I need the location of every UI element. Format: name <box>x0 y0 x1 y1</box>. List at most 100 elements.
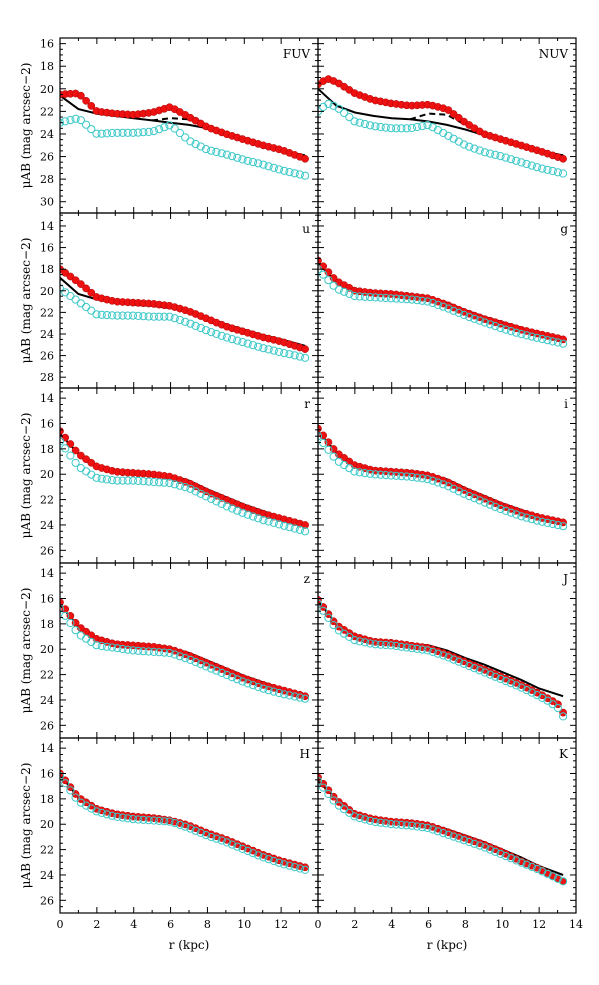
cyan-open-point <box>496 504 505 514</box>
cyan-open-point <box>160 478 169 487</box>
cyan-open-point <box>506 155 516 164</box>
cyan-open-point <box>381 640 390 650</box>
cyan-open-point <box>496 323 505 333</box>
cyan-open-point <box>108 476 117 485</box>
cyan-open-point <box>496 152 505 161</box>
cyan-open-point <box>543 518 552 528</box>
cyan-open-point <box>517 330 526 339</box>
cyan-open-point <box>128 128 138 137</box>
x-tick-label: 4 <box>130 918 137 931</box>
cyan-open-point <box>243 156 252 165</box>
cyan-open-point <box>324 789 333 799</box>
cyan-open-point <box>324 613 333 623</box>
cyan-open-point <box>355 813 364 823</box>
cyan-open-point <box>207 494 216 503</box>
cyan-open-point <box>144 816 153 825</box>
y-tick-label: 16 <box>40 242 54 255</box>
cyan-open-point <box>238 155 247 164</box>
cyan-open-point <box>295 170 304 179</box>
y-tick-label: 14 <box>40 392 54 405</box>
cyan-open-point <box>501 325 510 334</box>
cyan-open-point <box>475 316 484 325</box>
x-tick-label: 8 <box>462 918 469 931</box>
x-axis-title: r (kpc) <box>427 938 468 952</box>
cyan-open-point <box>548 166 557 176</box>
cyan-open-point <box>181 654 190 663</box>
y-tick-label: 24 <box>40 128 54 141</box>
cyan-open-point <box>407 295 416 304</box>
plot-area <box>60 598 310 703</box>
cyan-open-point <box>87 637 96 647</box>
cyan-open-point <box>108 128 117 138</box>
cyan-open-point <box>470 839 479 848</box>
cyan-open-point <box>61 611 70 620</box>
cyan-open-point <box>274 520 284 529</box>
cyan-open-point <box>413 473 422 482</box>
cyan-open-point <box>248 849 258 858</box>
cyan-open-point <box>295 864 304 873</box>
cyan-open-point <box>264 517 273 526</box>
cyan-open-point <box>259 853 268 862</box>
cyan-open-point <box>360 638 369 647</box>
cyan-open-point <box>423 823 432 833</box>
cyan-open-point <box>175 315 184 325</box>
cyan-open-point <box>113 476 122 485</box>
cyan-open-point <box>454 487 463 496</box>
cyan-open-point <box>449 306 458 315</box>
cyan-open-point <box>108 311 117 320</box>
panel-g: g <box>317 212 577 389</box>
cyan-open-point <box>191 321 200 330</box>
cyan-open-point <box>506 679 516 688</box>
cyan-open-point <box>228 504 237 513</box>
cyan-open-point <box>269 346 278 355</box>
panel-J: J <box>317 562 577 739</box>
cyan-open-point <box>517 858 526 867</box>
cyan-open-point <box>538 164 547 173</box>
cyan-open-point <box>501 506 510 515</box>
cyan-open-point <box>449 484 458 493</box>
x-tick-label: 14 <box>569 918 583 931</box>
cyan-open-point <box>366 121 375 130</box>
cyan-open-point <box>108 811 117 820</box>
cyan-open-point <box>191 139 200 149</box>
cyan-open-point <box>402 295 411 304</box>
cyan-open-point <box>433 649 442 658</box>
cyan-open-point <box>381 471 390 480</box>
cyan-open-point <box>295 352 304 361</box>
cyan-open-point <box>123 311 132 320</box>
panel-frame <box>317 212 577 389</box>
band-label: u <box>302 222 310 236</box>
cyan-open-point <box>259 516 268 525</box>
red-filled-point <box>559 154 567 163</box>
cyan-open-point <box>254 159 263 168</box>
plot-area <box>60 265 310 362</box>
cyan-open-point <box>264 162 273 171</box>
cyan-open-point <box>527 161 536 170</box>
y-tick-label: 18 <box>40 443 54 456</box>
band-label: r <box>304 397 310 411</box>
y-tick-label: 20 <box>40 643 54 656</box>
cyan-open-point <box>134 815 143 824</box>
cyan-open-point <box>165 478 174 488</box>
cyan-open-point <box>423 297 432 306</box>
cyan-open-point <box>92 641 101 650</box>
cyan-open-point <box>360 815 369 824</box>
cyan-open-point <box>280 860 289 869</box>
cyan-open-point <box>207 832 216 842</box>
cyan-open-point <box>360 292 369 301</box>
cyan-open-point <box>254 851 263 860</box>
cyan-open-point <box>371 640 380 649</box>
cyan-open-point <box>113 812 122 822</box>
cyan-open-point <box>418 823 427 832</box>
cyan-open-point <box>512 328 521 337</box>
cyan-open-point <box>201 492 211 501</box>
cyan-open-point <box>149 127 158 136</box>
model-dashed-line <box>151 117 306 157</box>
cyan-open-point <box>465 142 474 151</box>
cyan-open-point <box>118 813 127 822</box>
cyan-open-point <box>413 296 422 305</box>
cyan-open-point <box>201 662 211 671</box>
cyan-open-point <box>418 474 427 483</box>
